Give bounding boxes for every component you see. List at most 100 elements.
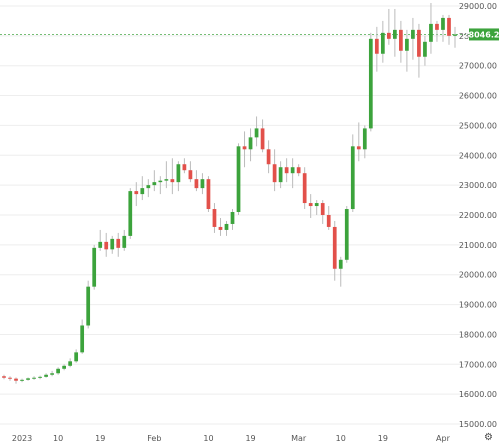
- x-tick-label: 19: [95, 434, 105, 443]
- y-tick-label: 25000.00: [459, 121, 497, 130]
- candle: [182, 158, 187, 174]
- candle: [441, 14, 445, 42]
- candle: [302, 167, 307, 210]
- candle: [374, 26, 379, 72]
- candle-body: [2, 376, 6, 378]
- candle-body: [128, 191, 133, 236]
- candle: [14, 377, 18, 384]
- candle: [158, 176, 163, 195]
- candle: [296, 164, 301, 177]
- candle-body: [104, 241, 109, 250]
- y-tick-label: 22000.00: [459, 211, 497, 220]
- last-price-tag-box: [469, 28, 499, 41]
- candle-body: [164, 179, 169, 181]
- candle-body: [140, 188, 145, 195]
- candle-body: [110, 238, 115, 250]
- candle-body: [368, 38, 373, 129]
- candle: [140, 176, 145, 201]
- candle-body: [212, 209, 217, 227]
- candle-body: [8, 377, 12, 379]
- y-tick-label: 15000.00: [459, 420, 497, 429]
- candle-body: [278, 167, 283, 183]
- candle-body: [20, 379, 24, 381]
- candle: [218, 217, 223, 236]
- candle: [362, 125, 367, 159]
- candle: [338, 256, 343, 287]
- candle: [350, 134, 355, 213]
- candle: [326, 206, 331, 230]
- candle-body: [447, 17, 451, 36]
- candle-body: [260, 128, 265, 150]
- candle: [254, 116, 259, 147]
- candle-body: [122, 235, 127, 248]
- candle-body: [405, 38, 409, 51]
- candle-body: [248, 137, 253, 150]
- candle: [356, 122, 361, 162]
- candle-body: [272, 164, 277, 183]
- y-tick-label: 29000.00: [459, 2, 497, 11]
- gear-icon[interactable]: ⚙: [484, 432, 493, 443]
- candle: [62, 364, 66, 371]
- candle: [453, 26, 457, 48]
- candle-body: [50, 373, 54, 375]
- candle: [164, 161, 169, 189]
- candle-body: [254, 128, 259, 138]
- x-tick-label: 10: [336, 434, 346, 443]
- candle-body: [326, 215, 331, 227]
- candle: [152, 170, 157, 192]
- candle-body: [62, 365, 66, 369]
- y-tick-label: 17000.00: [459, 360, 497, 369]
- candle: [278, 161, 283, 189]
- last-price-tag: 28046.20: [463, 28, 500, 41]
- y-tick-label: 19000.00: [459, 301, 497, 310]
- candle: [212, 203, 217, 233]
- candle-body: [423, 41, 427, 57]
- candle-body: [152, 182, 157, 186]
- candle: [50, 370, 54, 377]
- x-tick-label: Feb: [147, 434, 161, 443]
- candle: [110, 235, 115, 254]
- candle: [188, 161, 193, 183]
- y-tick-label: 24000.00: [459, 151, 497, 160]
- x-tick-label: 19: [245, 434, 255, 443]
- y-tick-label: 20000.00: [459, 271, 497, 280]
- candle: [260, 119, 265, 153]
- candle-body: [146, 185, 151, 189]
- candle: [170, 158, 175, 195]
- candle: [380, 20, 385, 63]
- candle-body: [236, 146, 241, 213]
- candle: [200, 173, 205, 195]
- candle: [417, 23, 421, 78]
- candle-body: [92, 247, 97, 287]
- candle: [74, 349, 79, 363]
- candle-body: [314, 203, 319, 207]
- candle: [104, 232, 109, 257]
- candle-body: [134, 191, 139, 195]
- y-tick-label: 26000.00: [459, 92, 497, 101]
- candle-body: [344, 209, 349, 260]
- y-tick-label: 21000.00: [459, 241, 497, 250]
- candle: [272, 149, 277, 192]
- candle-body: [386, 32, 391, 39]
- candle: [314, 200, 319, 215]
- candle: [56, 367, 60, 375]
- candle: [320, 200, 325, 224]
- candle-body: [266, 149, 271, 165]
- candle: [98, 229, 103, 251]
- candle: [80, 319, 85, 354]
- candle: [32, 376, 36, 380]
- x-axis: 2023 10 19 Feb 10 19 Mar 10 19 Apr: [12, 434, 451, 443]
- candle-body: [429, 23, 433, 42]
- candle: [176, 161, 181, 192]
- candle: [230, 209, 235, 230]
- x-tick-label: 10: [203, 434, 213, 443]
- candle: [368, 32, 373, 132]
- candle-body: [218, 226, 223, 230]
- candle: [134, 182, 139, 207]
- candle: [429, 2, 433, 54]
- candle: [290, 158, 295, 189]
- y-tick-label: 18000.00: [459, 330, 497, 339]
- candle: [386, 8, 391, 45]
- candle: [44, 373, 48, 378]
